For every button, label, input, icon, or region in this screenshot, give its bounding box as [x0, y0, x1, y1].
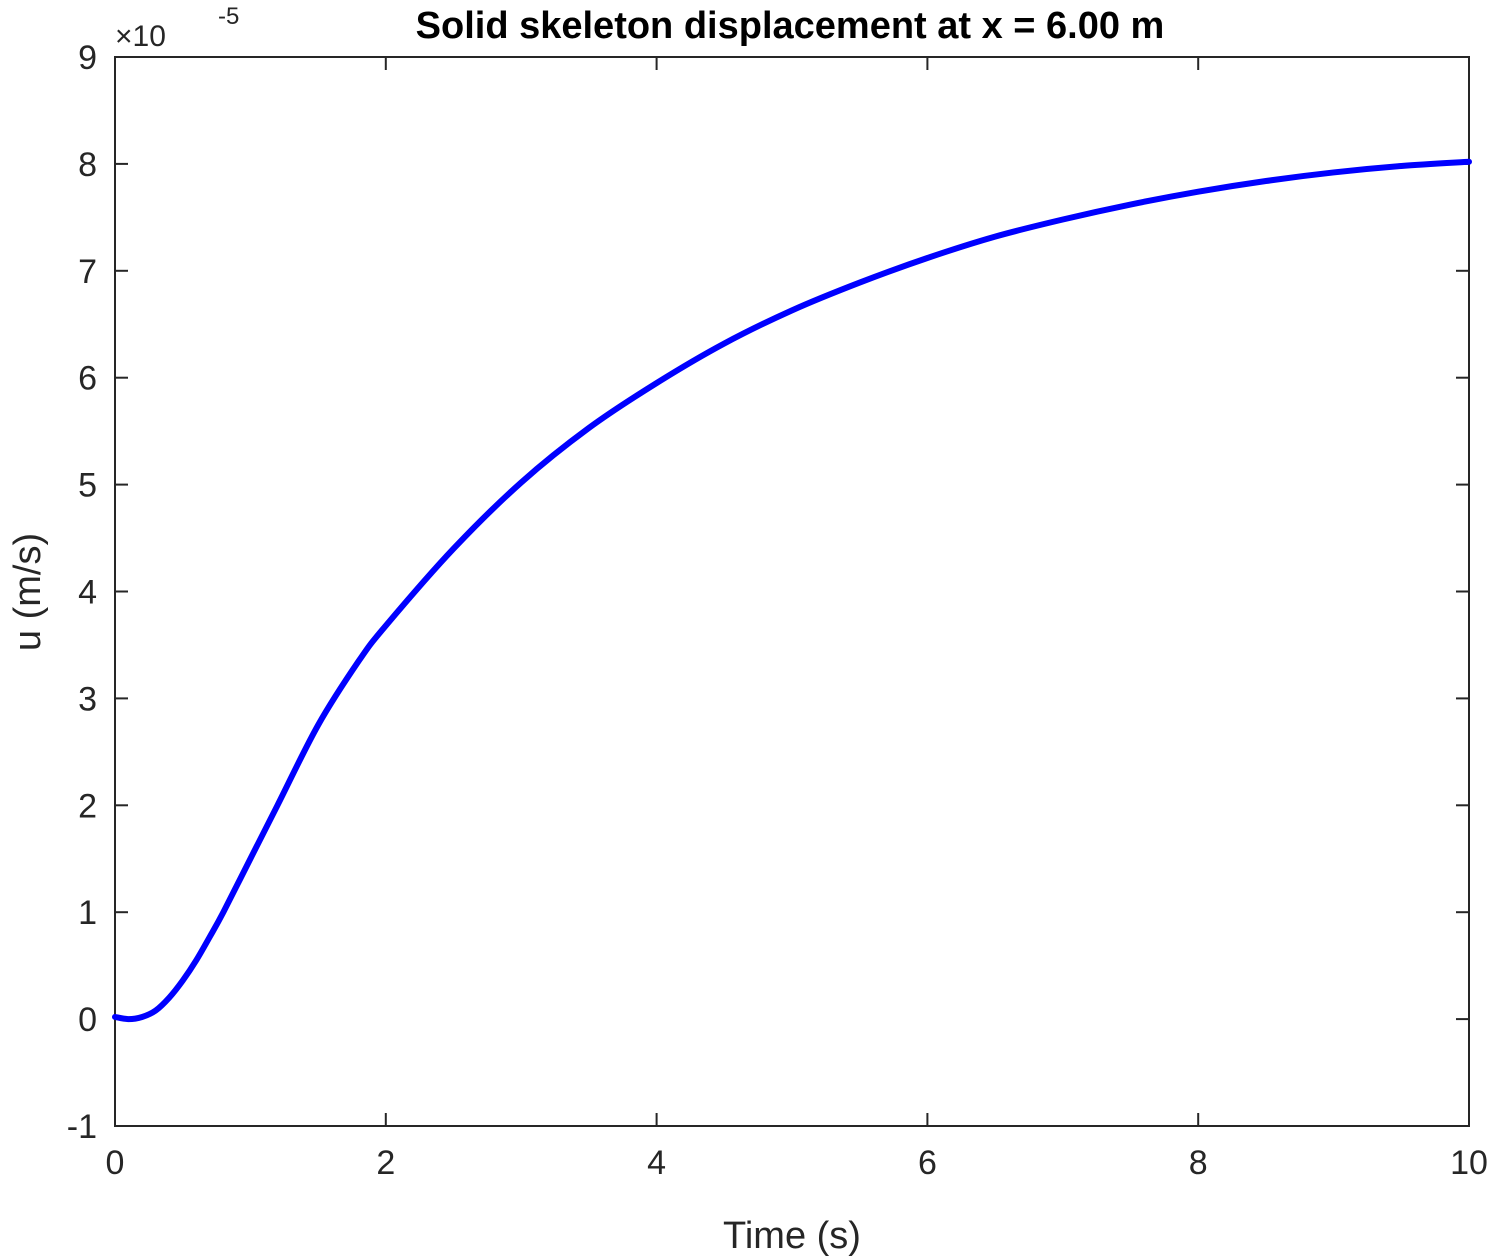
- x-tick-label: 0: [106, 1144, 125, 1182]
- y-scale-multiplier: ×10: [115, 20, 166, 53]
- plot-area: [114, 56, 1470, 1127]
- x-tick-label: 2: [376, 1144, 395, 1182]
- y-tick-label: 9: [78, 39, 97, 77]
- y-tick-label: 0: [78, 1001, 97, 1039]
- y-tick-label: 5: [78, 467, 97, 505]
- y-tick-label: 4: [78, 574, 97, 612]
- y-tick-label: 2: [78, 787, 97, 825]
- y-tick-label: 1: [78, 894, 97, 932]
- y-scale-exponent: ×10 -5: [115, 3, 239, 53]
- x-tick-label: 8: [1189, 1144, 1208, 1182]
- series-layer: [112, 158, 1472, 1023]
- axes-box: [114, 56, 1470, 1127]
- y-tick-label: 3: [78, 680, 97, 718]
- y-tick-label: 6: [78, 360, 97, 398]
- chart-title: Solid skeleton displacement at x = 6.00 …: [416, 5, 1165, 47]
- y-axis-label: u (m/s): [7, 533, 49, 651]
- y-tick-label: 8: [78, 146, 97, 184]
- x-axis-label: Time (s): [723, 1215, 861, 1257]
- series-line: [112, 158, 1472, 1023]
- x-tick-label: 6: [918, 1144, 937, 1182]
- y-tick-label: -1: [67, 1108, 97, 1146]
- x-tick-label: 10: [1450, 1144, 1488, 1182]
- x-tick-label: 4: [647, 1144, 666, 1182]
- y-tick-label: 7: [78, 253, 97, 291]
- y-scale-exponent-value: -5: [218, 3, 239, 30]
